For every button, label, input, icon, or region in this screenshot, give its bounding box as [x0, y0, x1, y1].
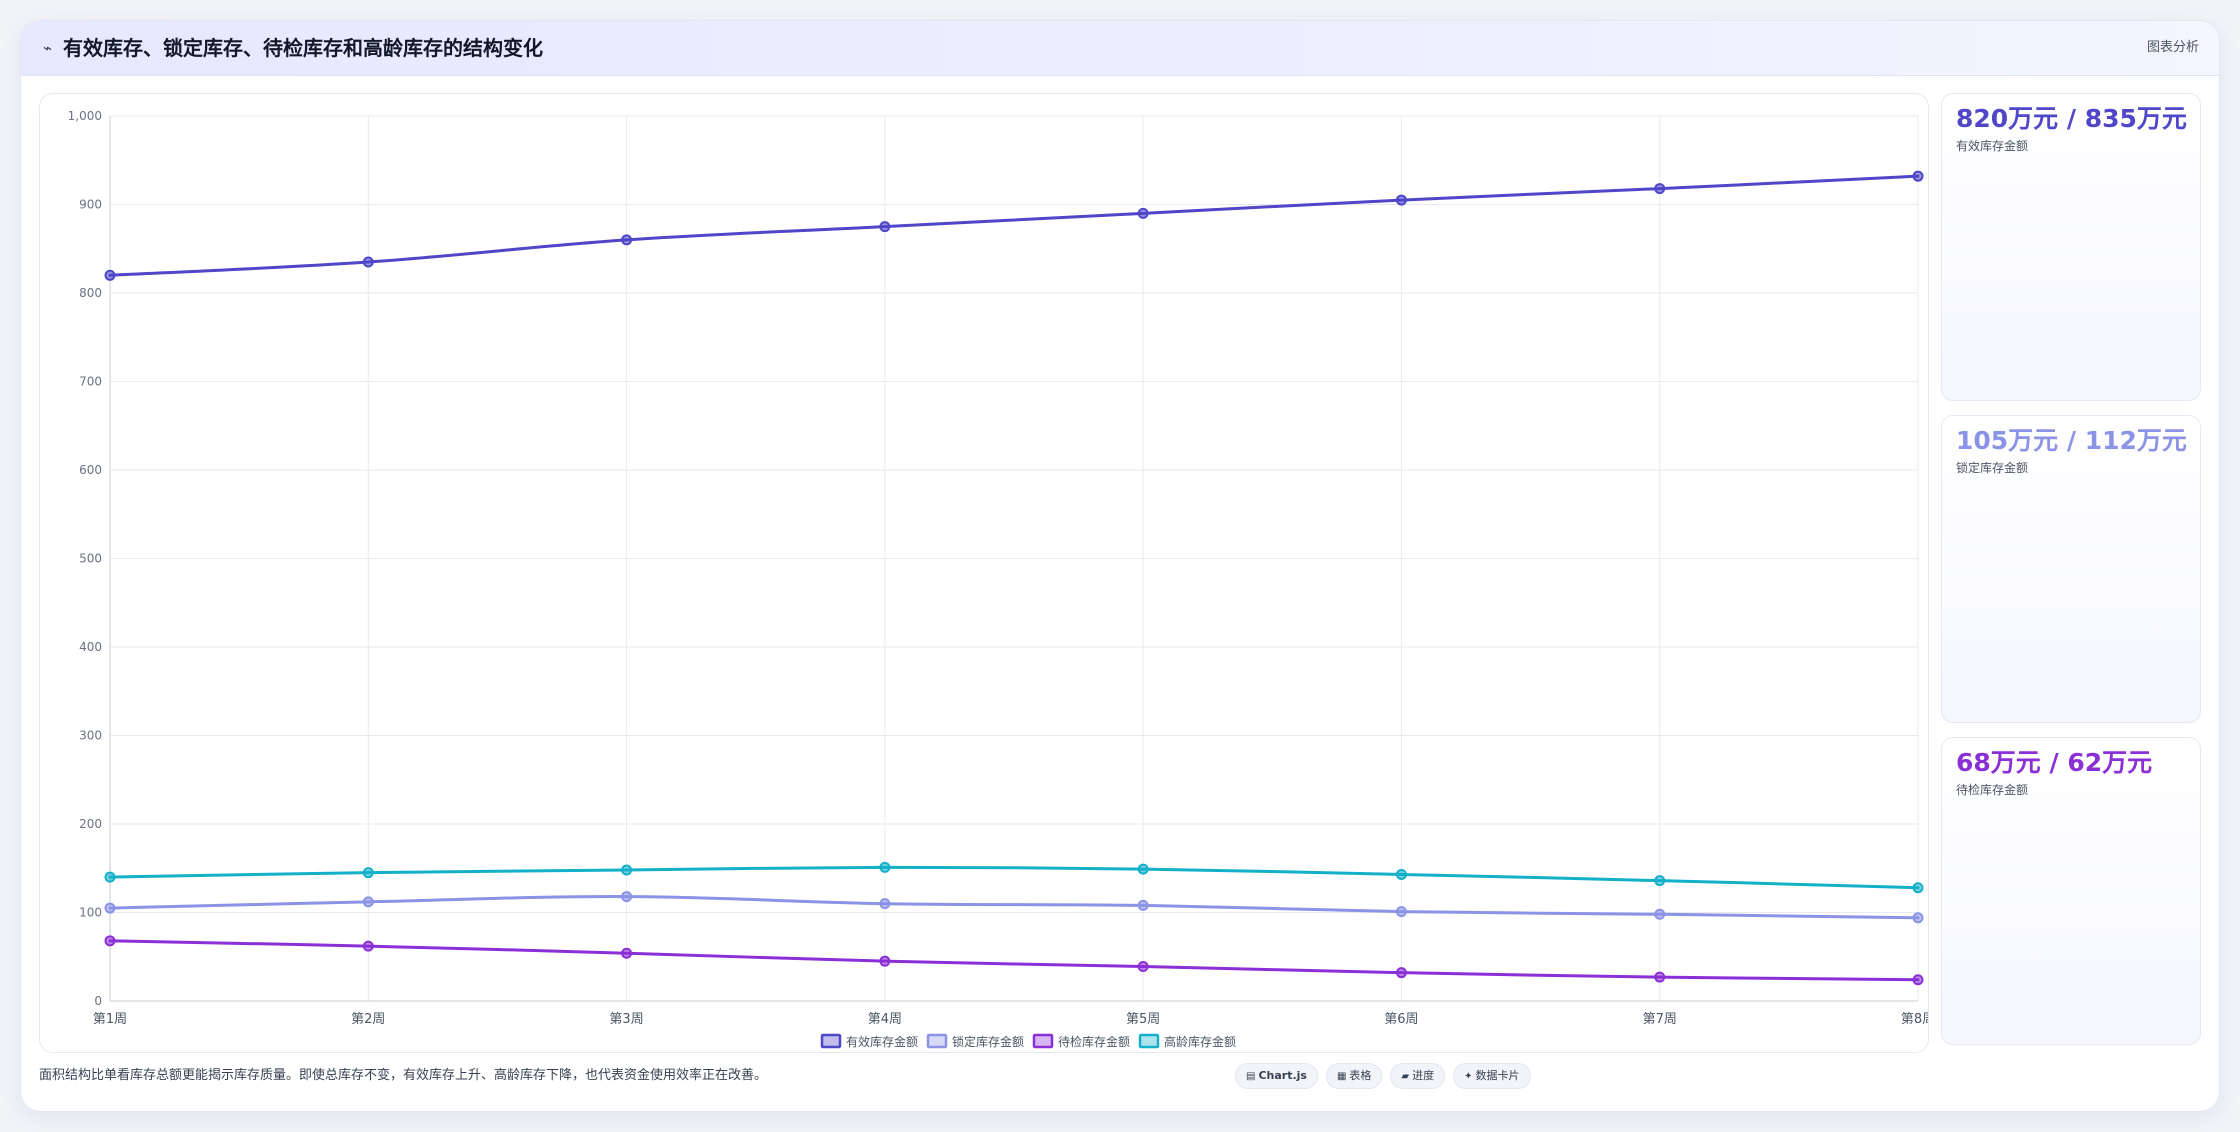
y-tick-label: 400 [79, 640, 102, 654]
y-tick-label: 500 [79, 552, 102, 566]
y-tick-label: 900 [79, 198, 102, 212]
data-point [879, 221, 891, 233]
x-tick-label: 第8周 [1901, 1012, 1928, 1027]
legend-label: 锁定库存金额 [952, 1034, 1024, 1049]
data-point [104, 902, 116, 914]
x-tick-label: 第7周 [1643, 1012, 1677, 1027]
stat-label: 锁定库存金额 [1956, 461, 2029, 475]
stat-card-pending: 68万元 / 62万元 待检库存金额 [1941, 737, 2201, 1045]
stat-label: 待检库存金额 [1956, 783, 2029, 797]
chart-card: ⌁ 有效库存、锁定库存、待检库存和高龄库存的结构变化 图表分析 0 100 200 3… [20, 20, 2220, 1112]
data-point [879, 898, 891, 910]
chip-progress[interactable]: ▰ 进度 [1390, 1063, 1446, 1089]
chart-panel: 0 100 200 300 400 500 600 700 800 900 1,000 第1周 第2周 第… [39, 93, 1929, 1053]
stat-value: 68万元 / 62万元 [1956, 748, 2153, 777]
data-point [879, 861, 891, 873]
data-point [1654, 183, 1666, 195]
y-tick-label: 200 [79, 817, 102, 831]
x-tick-label: 第5周 [1126, 1012, 1160, 1027]
data-point [1912, 170, 1924, 182]
stat-label: 有效库存金额 [1956, 139, 2029, 153]
legend-swatch [1032, 1033, 1054, 1049]
chip-label: Chart.js [1258, 1069, 1307, 1082]
data-point [621, 891, 633, 903]
data-point [362, 896, 374, 908]
data-point [1137, 207, 1149, 219]
progress-icon: ▰ [1401, 1071, 1410, 1082]
data-point [621, 864, 633, 876]
data-point [362, 867, 374, 879]
y-tick-label: 600 [79, 463, 102, 477]
data-point [104, 269, 116, 281]
chart-title: 有效库存、锁定库存、待检库存和高龄库存的结构变化 [63, 36, 543, 60]
y-tick-label: 700 [79, 375, 102, 389]
footer-note: 面积结构比单看库存总额更能揭示库存质量。即使总库存不变，有效库存上升、高龄库存下… [39, 1068, 768, 1083]
y-tick-label: 0 [94, 994, 102, 1008]
chip-label: 数据卡片 [1475, 1069, 1520, 1082]
data-point [104, 935, 116, 947]
stat-card-locked: 105万元 / 112万元 锁定库存金额 [1941, 415, 2201, 723]
x-tick-label: 第6周 [1384, 1012, 1418, 1027]
series-line-1 [108, 174, 1920, 277]
series-line-4 [108, 865, 1920, 890]
data-point [1137, 863, 1149, 875]
data-point [1137, 960, 1149, 972]
data-point [1654, 971, 1666, 983]
x-tick-label: 第4周 [868, 1012, 902, 1027]
data-point [1395, 906, 1407, 918]
data-point [621, 234, 633, 246]
legend-swatch [820, 1033, 842, 1049]
x-tick-label: 第3周 [609, 1012, 643, 1027]
y-tick-label: 1,000 [68, 109, 102, 123]
stat-value: 820万元 / 835万元 [1956, 104, 2187, 133]
chart-icon: ▤ [1246, 1071, 1256, 1082]
y-tick-label: 800 [79, 286, 102, 300]
data-point [1395, 967, 1407, 979]
footer-chips: ▤ Chart.js ▦ 表格 ▰ 进度 ✦ 数据卡片 [1235, 1063, 1531, 1089]
table-icon: ▦ [1336, 1071, 1347, 1082]
x-tick-label: 第2周 [351, 1012, 385, 1027]
legend-swatch [1138, 1033, 1160, 1049]
data-point [1912, 912, 1924, 924]
data-point [879, 955, 891, 967]
chip-label: 表格 [1349, 1069, 1372, 1082]
legend-label: 待检库存金额 [1058, 1034, 1130, 1049]
data-point [362, 256, 374, 268]
data-point [1395, 194, 1407, 206]
legend-label: 高龄库存金额 [1164, 1034, 1236, 1049]
data-point [1137, 899, 1149, 911]
data-point [1912, 882, 1924, 894]
data-point [1395, 868, 1407, 880]
chip-chartjs[interactable]: ▤ Chart.js [1235, 1063, 1318, 1089]
data-point [1654, 908, 1666, 920]
series-line-2 [108, 895, 1920, 920]
data-point [104, 871, 116, 883]
trend-icon: ⌁ [43, 39, 53, 57]
x-tick-label: 第1周 [93, 1012, 127, 1027]
chart-analysis-tag: 图表分析 [2146, 40, 2199, 55]
data-point [1912, 974, 1924, 986]
series-line-3 [108, 939, 1920, 982]
legend-swatch [926, 1033, 948, 1049]
stat-value: 105万元 / 112万元 [1956, 426, 2187, 455]
y-tick-label: 300 [79, 729, 102, 743]
sparkle-icon: ✦ [1464, 1071, 1473, 1082]
data-point [621, 947, 633, 959]
chip-table[interactable]: ▦ 表格 [1325, 1063, 1383, 1089]
y-tick-label: 100 [79, 906, 102, 920]
stat-card-effective: 820万元 / 835万元 有效库存金额 [1941, 93, 2201, 401]
data-point [362, 940, 374, 952]
chip-label: 进度 [1412, 1069, 1435, 1082]
data-point [1654, 875, 1666, 887]
line-chart: 0 100 200 300 400 500 600 700 800 900 1,000 第1周 第2周 第… [68, 109, 1928, 1049]
legend-label: 有效库存金额 [846, 1034, 918, 1049]
card-header: ⌁ 有效库存、锁定库存、待检库存和高龄库存的结构变化 图表分析 [21, 21, 2219, 76]
chip-data-cards[interactable]: ✦ 数据卡片 [1453, 1063, 1531, 1089]
